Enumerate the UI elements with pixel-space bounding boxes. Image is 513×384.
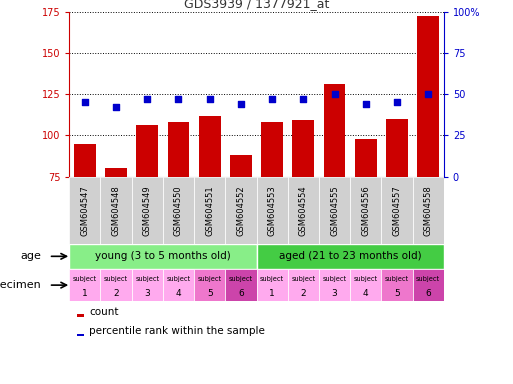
Point bbox=[237, 101, 245, 107]
Text: subject: subject bbox=[166, 276, 190, 281]
Text: GSM604547: GSM604547 bbox=[81, 185, 89, 236]
Bar bbox=[69, 177, 101, 244]
Text: 1: 1 bbox=[269, 289, 275, 298]
Bar bbox=[101, 269, 132, 301]
Text: subject: subject bbox=[104, 276, 128, 281]
Text: GSM604548: GSM604548 bbox=[111, 185, 121, 236]
Bar bbox=[412, 269, 444, 301]
Text: subject: subject bbox=[385, 276, 409, 281]
Text: 2: 2 bbox=[301, 289, 306, 298]
Bar bbox=[225, 269, 256, 301]
Text: count: count bbox=[89, 307, 119, 317]
Text: subject: subject bbox=[198, 276, 222, 281]
Bar bbox=[101, 177, 132, 244]
Bar bbox=[412, 177, 444, 244]
Text: 3: 3 bbox=[144, 289, 150, 298]
Bar bbox=[256, 177, 288, 244]
Text: 6: 6 bbox=[425, 289, 431, 298]
Point bbox=[268, 96, 276, 102]
Bar bbox=[381, 177, 412, 244]
Bar bbox=[256, 244, 444, 269]
Text: subject: subject bbox=[229, 276, 253, 281]
Text: percentile rank within the sample: percentile rank within the sample bbox=[89, 326, 265, 336]
Text: subject: subject bbox=[416, 276, 440, 281]
Text: subject: subject bbox=[353, 276, 378, 281]
Bar bbox=[292, 121, 314, 177]
Bar bbox=[168, 122, 189, 177]
Bar bbox=[319, 177, 350, 244]
Text: 6: 6 bbox=[238, 289, 244, 298]
Bar bbox=[230, 155, 252, 177]
Bar bbox=[355, 139, 377, 177]
Bar bbox=[199, 116, 221, 177]
Bar bbox=[194, 177, 225, 244]
Bar bbox=[381, 269, 412, 301]
Text: 4: 4 bbox=[175, 289, 181, 298]
Text: GSM604550: GSM604550 bbox=[174, 185, 183, 235]
Bar bbox=[77, 314, 84, 317]
Bar bbox=[288, 177, 319, 244]
Bar bbox=[194, 269, 225, 301]
Text: young (3 to 5 months old): young (3 to 5 months old) bbox=[95, 251, 231, 262]
Text: subject: subject bbox=[291, 276, 315, 281]
Bar bbox=[256, 269, 288, 301]
Bar bbox=[324, 84, 345, 177]
Bar bbox=[77, 334, 84, 336]
Text: GSM604558: GSM604558 bbox=[424, 185, 432, 236]
Bar bbox=[225, 177, 256, 244]
Text: GSM604552: GSM604552 bbox=[236, 185, 245, 235]
Bar bbox=[163, 177, 194, 244]
Title: GDS3939 / 1377921_at: GDS3939 / 1377921_at bbox=[184, 0, 329, 10]
Text: GSM604549: GSM604549 bbox=[143, 185, 152, 235]
Text: GSM604557: GSM604557 bbox=[392, 185, 402, 236]
Bar bbox=[417, 17, 439, 177]
Text: 3: 3 bbox=[331, 289, 338, 298]
Text: 1: 1 bbox=[82, 289, 88, 298]
Bar bbox=[350, 177, 381, 244]
Point bbox=[393, 99, 401, 106]
Text: GSM604556: GSM604556 bbox=[361, 185, 370, 236]
Bar bbox=[136, 126, 158, 177]
Text: 2: 2 bbox=[113, 289, 119, 298]
Point bbox=[81, 99, 89, 106]
Bar bbox=[163, 269, 194, 301]
Bar bbox=[69, 244, 256, 269]
Bar bbox=[288, 269, 319, 301]
Bar bbox=[132, 269, 163, 301]
Point bbox=[143, 96, 151, 102]
Point bbox=[424, 91, 432, 97]
Text: GSM604554: GSM604554 bbox=[299, 185, 308, 235]
Point bbox=[112, 104, 120, 110]
Point bbox=[330, 91, 339, 97]
Text: GSM604553: GSM604553 bbox=[268, 185, 277, 236]
Bar bbox=[105, 168, 127, 177]
Text: 4: 4 bbox=[363, 289, 368, 298]
Bar bbox=[350, 269, 381, 301]
Bar bbox=[386, 119, 408, 177]
Text: specimen: specimen bbox=[0, 280, 41, 290]
Point bbox=[299, 96, 307, 102]
Text: subject: subject bbox=[135, 276, 160, 281]
Bar bbox=[69, 269, 101, 301]
Text: subject: subject bbox=[260, 276, 284, 281]
Text: age: age bbox=[21, 251, 41, 262]
Text: subject: subject bbox=[73, 276, 97, 281]
Text: aged (21 to 23 months old): aged (21 to 23 months old) bbox=[279, 251, 422, 262]
Bar bbox=[74, 144, 96, 177]
Text: 5: 5 bbox=[207, 289, 212, 298]
Point bbox=[174, 96, 183, 102]
Point bbox=[362, 101, 370, 107]
Bar bbox=[132, 177, 163, 244]
Text: 5: 5 bbox=[394, 289, 400, 298]
Text: GSM604551: GSM604551 bbox=[205, 185, 214, 235]
Text: subject: subject bbox=[323, 276, 347, 281]
Point bbox=[206, 96, 214, 102]
Bar bbox=[319, 269, 350, 301]
Bar bbox=[261, 122, 283, 177]
Text: GSM604555: GSM604555 bbox=[330, 185, 339, 235]
